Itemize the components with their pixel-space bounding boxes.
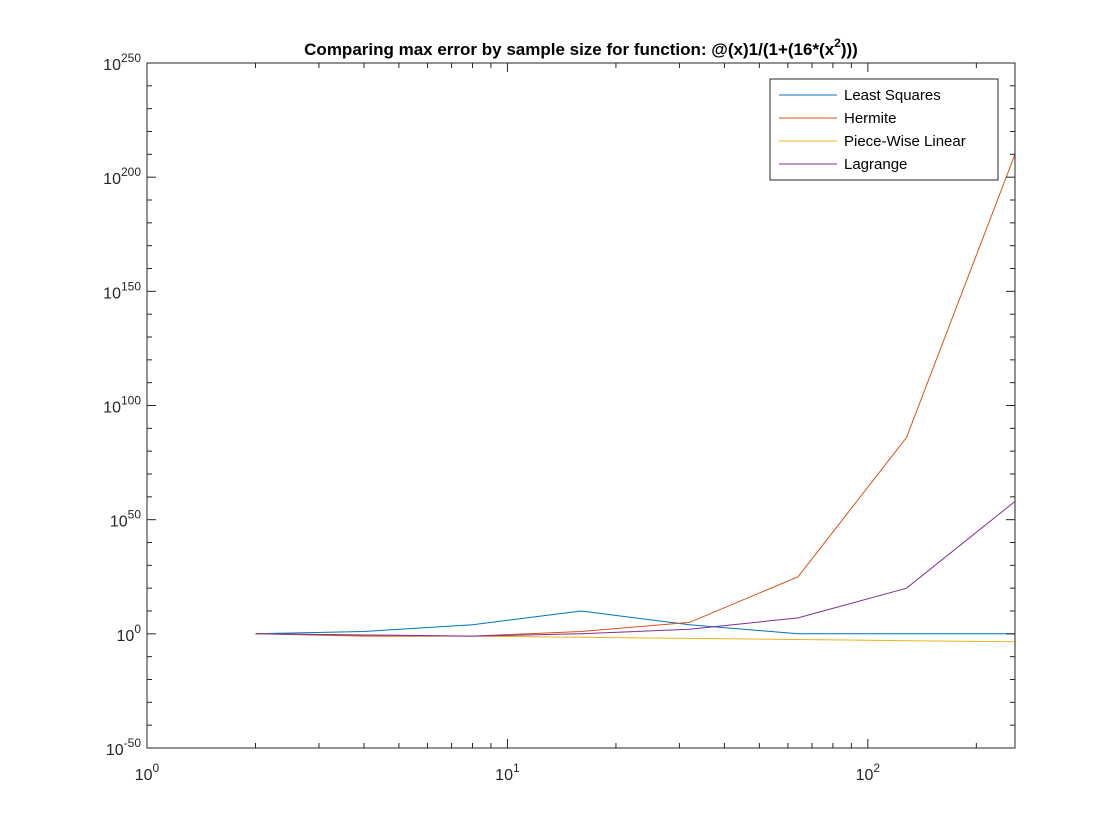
x-tick-label: 101 [495,761,520,784]
lines-layer [255,154,1016,643]
y-tick-label: 10-50 [106,736,141,759]
ticks-layer [146,62,1015,749]
legend-box [769,78,999,181]
y-tick-label: 10200 [103,165,141,188]
chart-title-end: ))) [841,40,858,59]
legend-label: Lagrange [844,156,907,173]
legend-label: Hermite [844,110,897,127]
y-tick-label: 10100 [103,394,141,417]
legend-label: Piece-Wise Linear [844,133,966,150]
y-tick-label: 10150 [103,279,141,302]
y-tick-label: 100 [117,622,142,645]
series-line-lagrange [255,501,1016,637]
chart-title: Comparing max error by sample size for f… [304,36,858,59]
legend-label: Least Squares [844,87,941,104]
y-tick-label: 10250 [103,51,141,74]
x-tick-label: 102 [856,761,881,784]
series-line-hermite [255,154,1016,637]
y-tick-label: 1050 [110,508,141,531]
chart-title-superscript: 2 [834,36,841,50]
legend: Least Squares Hermite Piece-Wise Linear Lag… [769,78,999,181]
x-tick-label: 100 [135,761,160,784]
chart-title-main: Comparing max error by sample size for f… [304,40,835,59]
series-line-least-squares [255,610,1015,635]
